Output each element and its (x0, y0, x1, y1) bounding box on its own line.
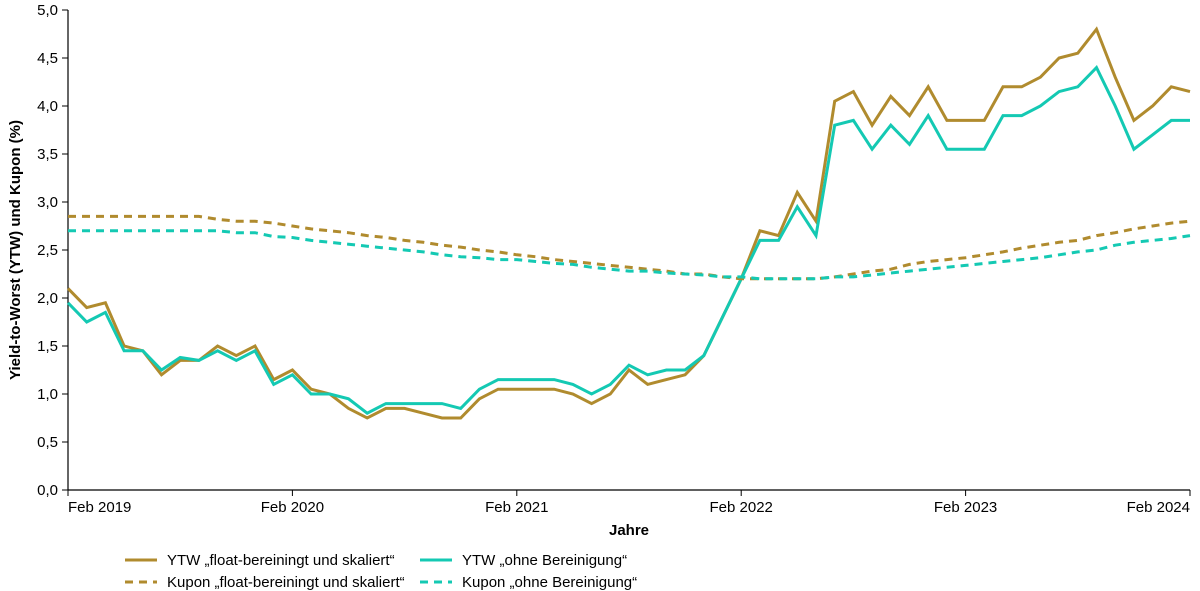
y-tick-label: 4,0 (37, 98, 58, 115)
x-tick-label: Feb 2023 (934, 499, 997, 516)
chart-svg: 0,0 0,5 1,0 1,5 2,0 2,5 3,0 3,5 4,0 4,5 5,0 Feb 201… (0, 0, 1200, 591)
x-axis-label: Jahre (609, 522, 649, 539)
legend-label: Kupon „float-bereiningt und skaliert“ (167, 574, 405, 591)
y-tick-label: 0,0 (37, 482, 58, 499)
x-tick-label: Feb 2024 (1127, 499, 1190, 516)
legend-label: Kupon „ohne Bereinigung“ (462, 574, 637, 591)
ytw-coupon-chart: 0,0 0,5 1,0 1,5 2,0 2,5 3,0 3,5 4,0 4,5 5,0 Feb 201… (0, 0, 1200, 591)
y-tick-label: 0,5 (37, 434, 58, 451)
x-tick-label: Feb 2019 (68, 499, 131, 516)
y-tick-label: 1,0 (37, 386, 58, 403)
y-tick-label: 1,5 (37, 338, 58, 355)
y-tick-label: 3,0 (37, 194, 58, 211)
legend-label: YTW „ohne Bereinigung“ (462, 552, 627, 569)
legend-label: YTW „float-bereiningt und skaliert“ (167, 552, 395, 569)
y-tick-label: 2,5 (37, 242, 58, 259)
y-tick-label: 2,0 (37, 290, 58, 307)
y-tick-label: 3,5 (37, 146, 58, 163)
x-tick-label: Feb 2021 (485, 499, 548, 516)
x-tick-label: Feb 2022 (710, 499, 773, 516)
y-tick-label: 5,0 (37, 2, 58, 19)
y-axis-label: Yield-to-Worst (YTW) und Kupon (%) (7, 120, 24, 380)
x-tick-label: Feb 2020 (261, 499, 324, 516)
y-tick-label: 4,5 (37, 50, 58, 67)
